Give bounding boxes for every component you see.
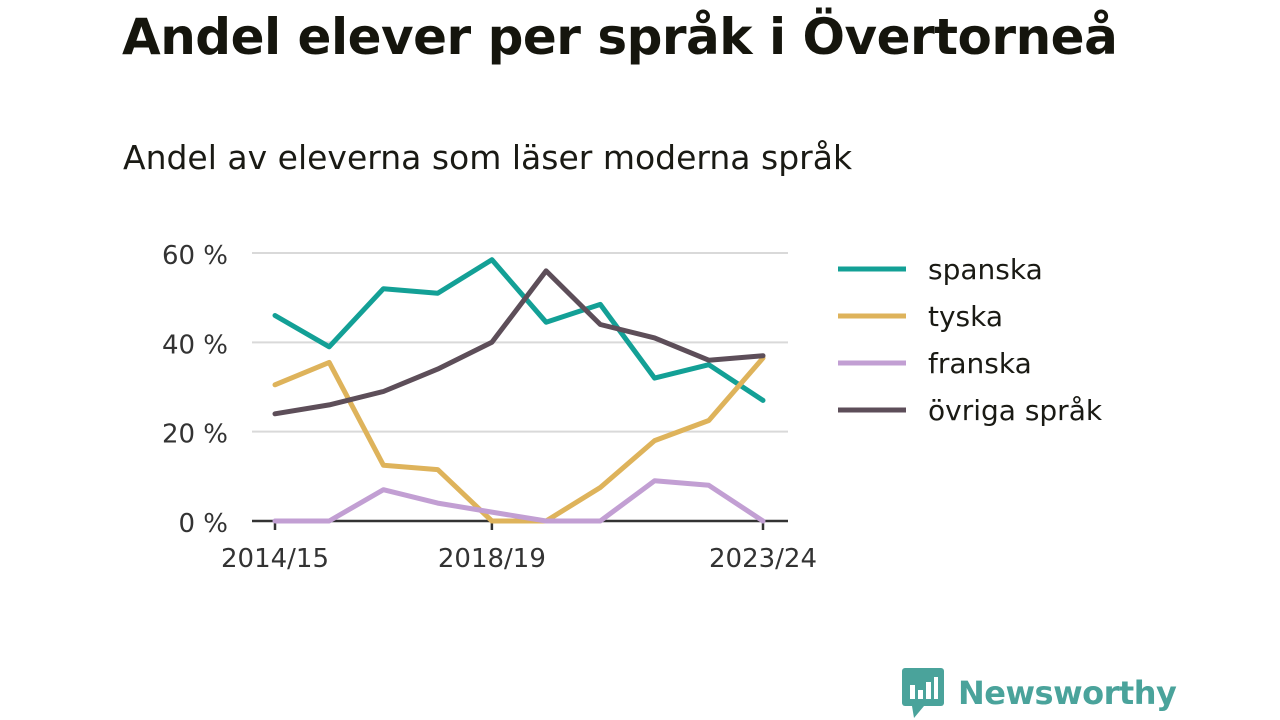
newsworthy-logo-icon xyxy=(902,668,944,718)
legend-label: spanska xyxy=(928,253,1043,286)
gridlines xyxy=(252,252,788,433)
y-tick-label: 40 % xyxy=(162,330,228,360)
axes: 0 % 20 % 40 % 60 % 2014/15 2018/19 2023/24 xyxy=(162,241,817,574)
line-chart: 0 % 20 % 40 % 60 % 2014/15 2018/19 2023/24 spa… xyxy=(162,241,1103,574)
series-line-tyska xyxy=(272,355,766,524)
page-title: Andel elever per språk i Övertorneå xyxy=(122,8,1118,66)
chart-subtitle: Andel av eleverna som läser moderna språ… xyxy=(123,138,853,177)
legend-label: övriga språk xyxy=(928,394,1103,427)
brand-name: Newsworthy xyxy=(958,674,1177,712)
brand-logo: Newsworthy xyxy=(902,668,1177,718)
x-tick-label: 2023/24 xyxy=(709,544,817,574)
legend: spanska tyska franska övriga språk xyxy=(838,253,1103,427)
legend-label: franska xyxy=(928,347,1032,380)
x-tick-label: 2014/15 xyxy=(221,544,329,574)
series-line-övriga-språk xyxy=(272,268,766,417)
y-tick-label: 60 % xyxy=(162,241,228,271)
legend-label: tyska xyxy=(928,300,1003,333)
x-tick-label: 2018/19 xyxy=(438,544,546,574)
y-tick-label: 20 % xyxy=(162,420,228,450)
series-line-franska xyxy=(272,478,766,524)
y-tick-label: 0 % xyxy=(178,509,228,539)
series-line-spanska xyxy=(272,257,766,403)
series-lines xyxy=(272,257,766,524)
